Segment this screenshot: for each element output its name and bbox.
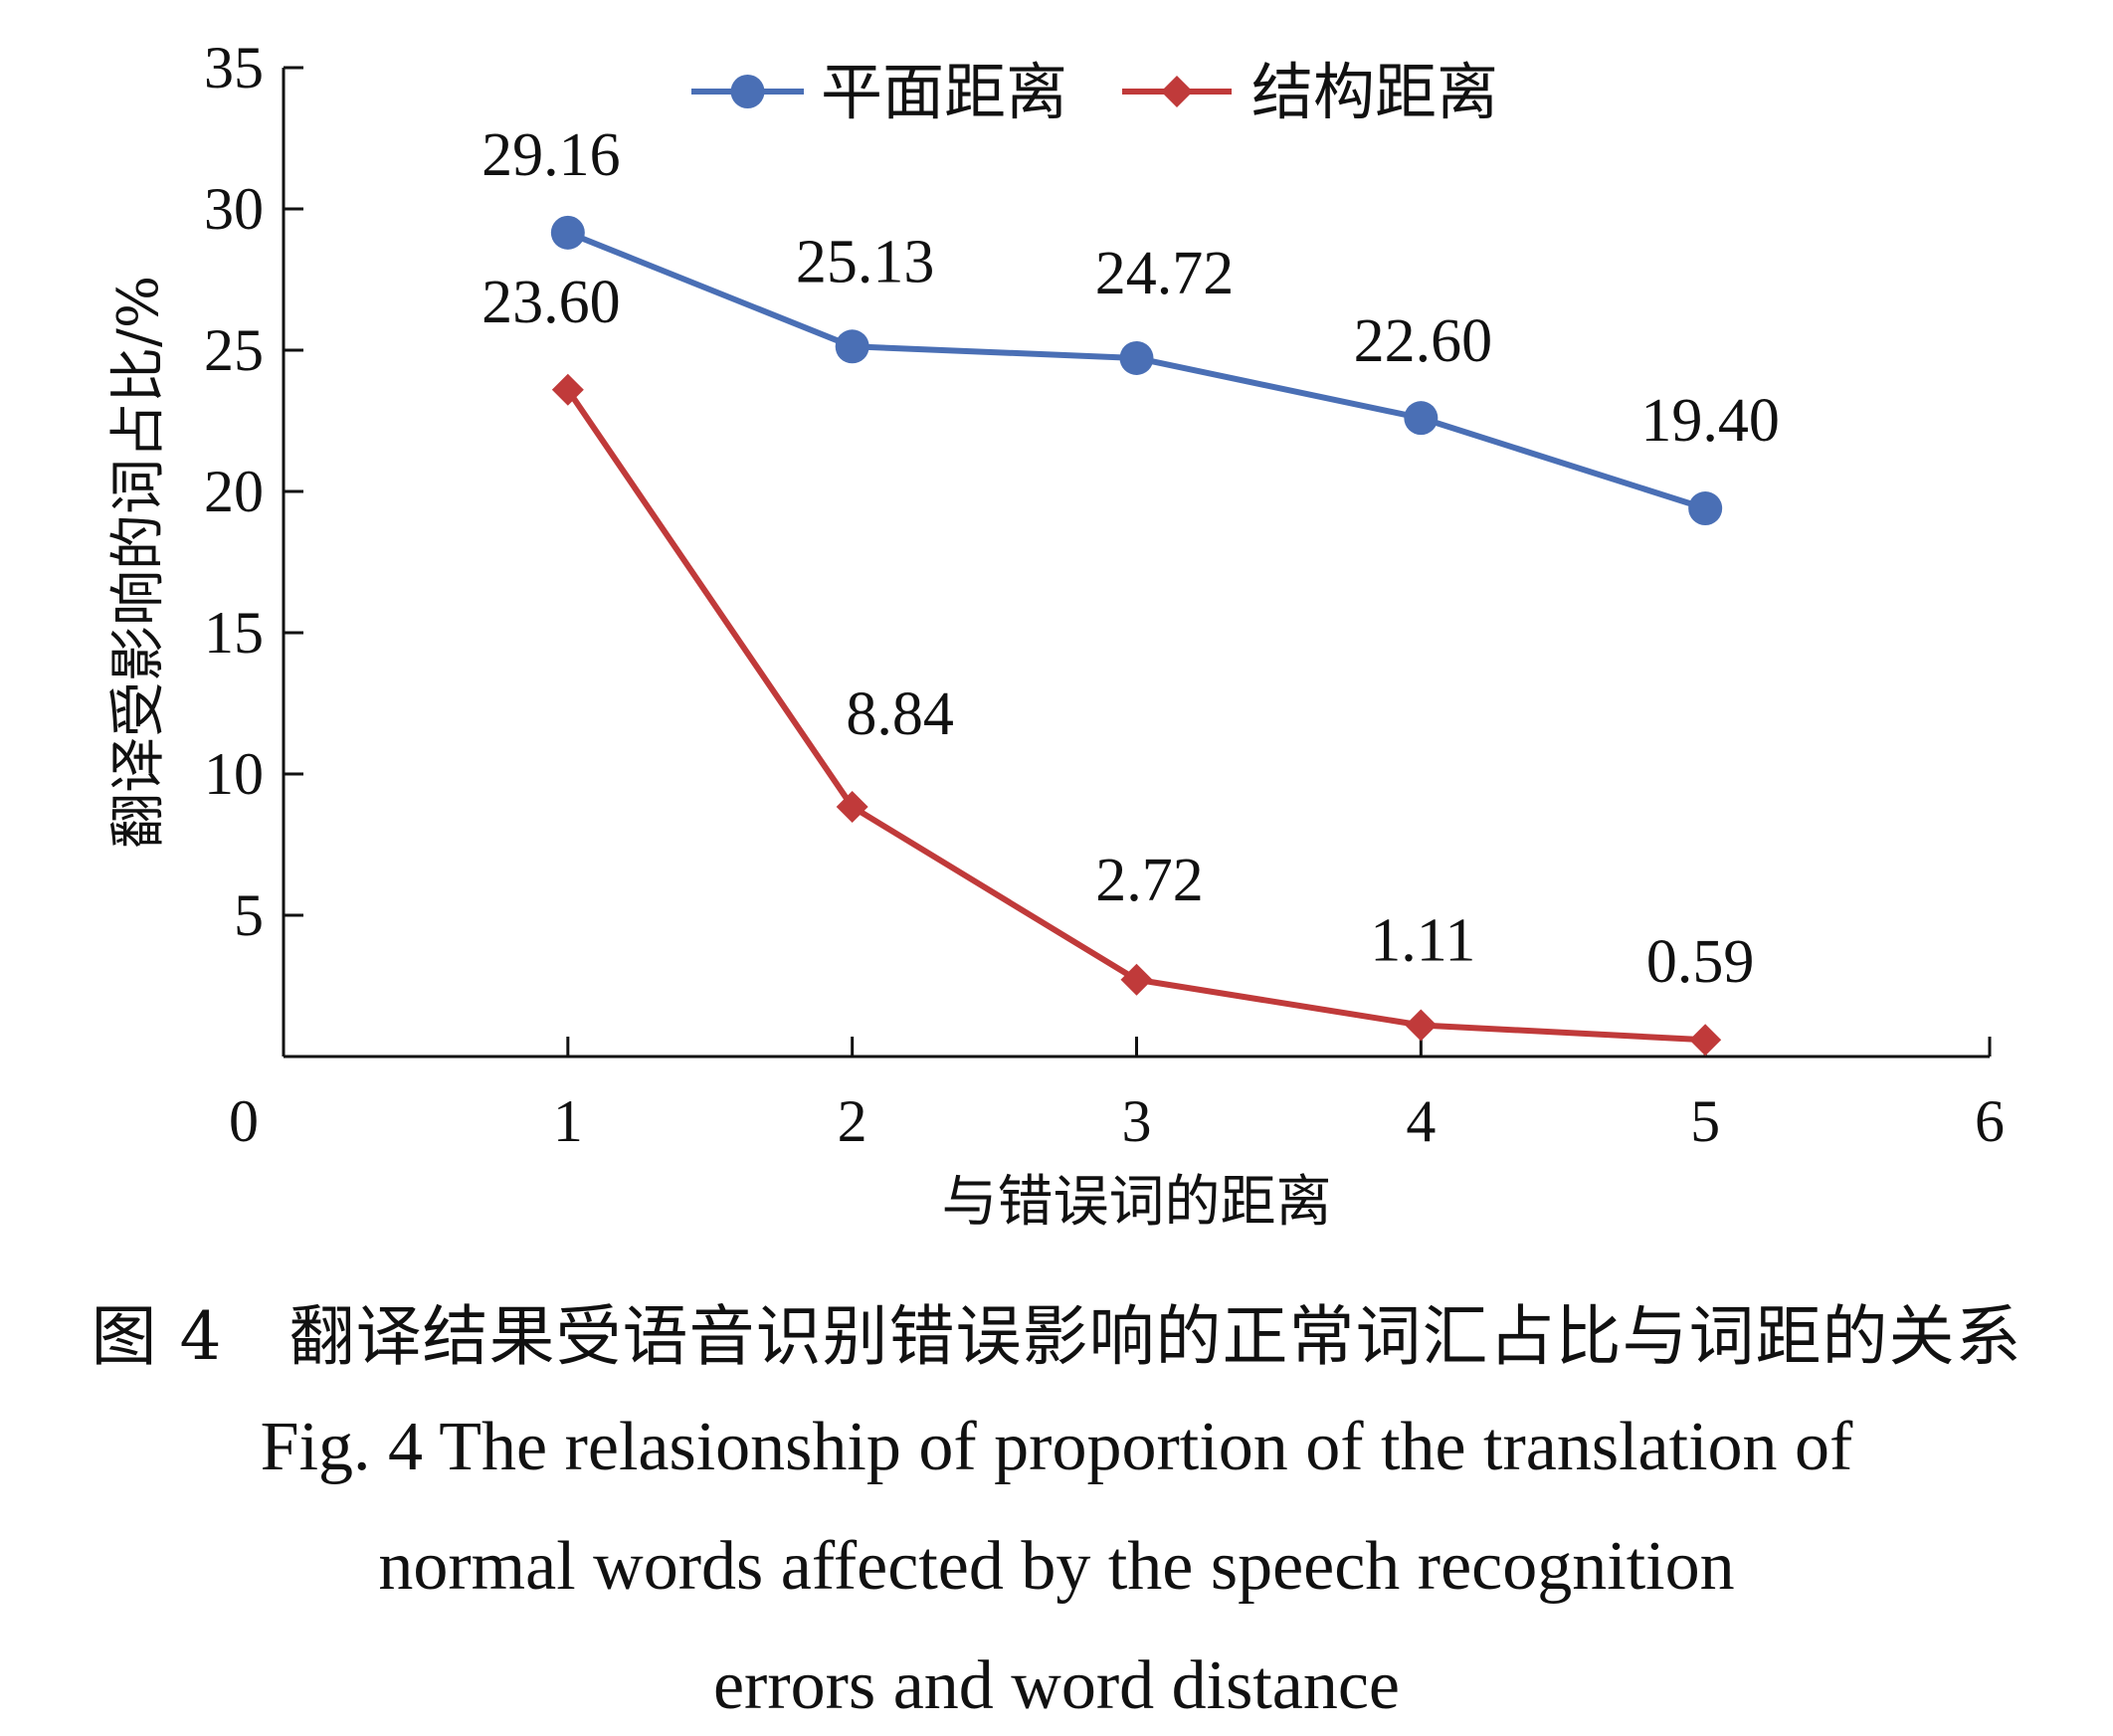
legend-label: 平面距离 [821, 56, 1067, 128]
series-2-point [836, 790, 868, 823]
figure-caption-english-line-2: normal words affected by the speech reco… [378, 1528, 1735, 1605]
series-2-point [1120, 963, 1153, 996]
figure-caption-english-line-1: Fig. 4 The relasionship of proportion of… [260, 1409, 1853, 1485]
series-1-point [835, 329, 869, 364]
series-2-point [1689, 1024, 1722, 1057]
series-1-point [1404, 401, 1439, 436]
y-tick-label: 20 [204, 459, 264, 524]
y-tick-label: 30 [204, 176, 264, 242]
data-label: 19.40 [1640, 387, 1780, 455]
axes: 0 1 2 3 4 5 6 5 10 15 20 25 30 35 [204, 35, 2005, 1154]
data-label: 24.72 [1095, 240, 1235, 307]
x-tick-label: 0 [229, 1088, 259, 1154]
data-labels: 29.16 25.13 24.72 22.60 19.40 23.60 8.84 2.72 1.… [481, 121, 1780, 996]
x-tick-label: 2 [838, 1088, 867, 1154]
y-tick-label: 5 [234, 882, 264, 948]
data-label: 25.13 [796, 228, 935, 295]
data-label: 8.84 [846, 680, 954, 748]
series-1-point [1688, 491, 1723, 526]
y-tick-label: 25 [204, 317, 264, 383]
legend: 平面距离 结构距离 [691, 56, 1498, 128]
y-tick-label: 15 [204, 600, 264, 666]
y-axis-title: 翻译受影响的词占比/% [106, 276, 171, 849]
series-1-point [550, 215, 585, 250]
x-tick-label: 5 [1690, 1088, 1720, 1154]
y-tick-label: 10 [204, 741, 264, 807]
legend-marker-diamond [1161, 76, 1193, 107]
data-label: 0.59 [1646, 928, 1755, 996]
figure-caption-chinese: 图 4 翻译结果受语音识别错误影响的正常词汇占比与词距的关系 [91, 1298, 2022, 1375]
figure-caption-english-line-3: errors and word distance [712, 1647, 1401, 1724]
series-layer [550, 215, 1723, 1057]
legend-marker-circle [730, 75, 765, 108]
data-label: 2.72 [1095, 847, 1204, 914]
series-1-point [1119, 340, 1154, 375]
data-label: 29.16 [481, 121, 621, 189]
series-line-2 [565, 388, 1706, 1044]
legend-label: 结构距离 [1251, 56, 1498, 128]
y-tick-label: 35 [204, 35, 264, 100]
data-label: 23.60 [481, 269, 621, 336]
series-2-point [1405, 1009, 1438, 1042]
x-axis-title: 与错误词的距离 [942, 1170, 1332, 1235]
data-label: 22.60 [1354, 307, 1493, 375]
series-2-point [551, 373, 584, 406]
x-tick-label: 1 [553, 1088, 583, 1154]
x-tick-label: 3 [1122, 1088, 1152, 1154]
x-tick-label: 4 [1406, 1088, 1436, 1154]
x-tick-label: 6 [1975, 1088, 2005, 1154]
line-chart: 0 1 2 3 4 5 6 5 10 15 20 25 30 35 29.16 25.13 24.72 22.6… [106, 35, 2005, 1235]
data-label: 1.11 [1370, 906, 1475, 974]
